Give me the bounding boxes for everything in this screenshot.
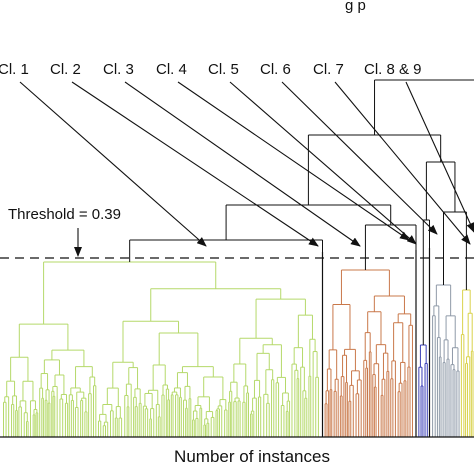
cluster-label: Cl. 7 (313, 61, 344, 78)
cluster-arrows (19, 81, 474, 247)
cluster-label: Cl. 4 (156, 61, 187, 78)
top-text: g p (345, 0, 366, 14)
threshold-label: Threshold = 0.39 (8, 206, 121, 223)
cluster-arrow (281, 81, 438, 235)
threshold-group: Threshold = 0.39 (0, 206, 474, 259)
cluster-label: Cl. 2 (50, 61, 81, 78)
cluster-label: Cl. 8 & 9 (364, 61, 422, 78)
cluster-arrow (334, 81, 471, 245)
cluster-arrow (177, 81, 410, 241)
cluster-label: Cl. 6 (260, 61, 291, 78)
cluster-label: Cl. 3 (103, 61, 134, 78)
dendrogram-tree (0, 79, 474, 438)
cluster-label: Cl. 5 (208, 61, 239, 78)
x-axis-label: Number of instances (174, 447, 330, 466)
cluster-arrow (19, 81, 207, 247)
cluster-labels: Cl. 1 Cl. 2 Cl. 3 Cl. 4 Cl. 5 Cl. 6 Cl. 7 Cl. 8… (0, 61, 422, 78)
cluster-arrow (71, 81, 319, 247)
cluster-arrow (229, 81, 417, 245)
cluster-arrow (124, 81, 361, 247)
cluster-label: Cl. 1 (0, 61, 29, 78)
cluster-arrow (405, 81, 474, 233)
